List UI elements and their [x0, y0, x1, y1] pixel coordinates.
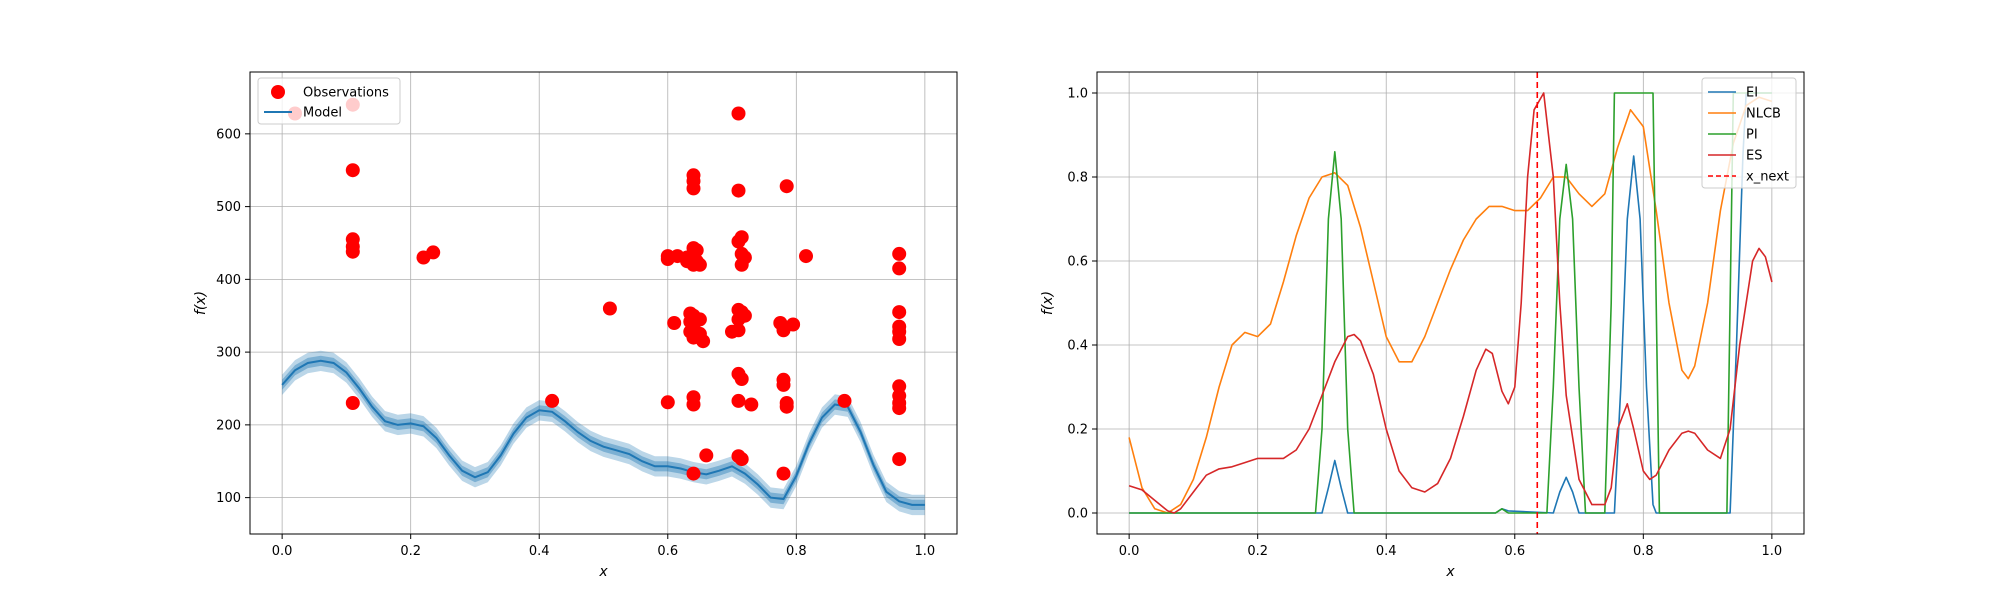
- right-legend-box: [1701, 77, 1797, 189]
- right-legend: EI NLCB PI ES x_next: [1701, 77, 1797, 189]
- observation-point-70: [837, 393, 852, 408]
- observation-point-68: [786, 317, 801, 332]
- left-y-tick-label-3: 400: [216, 273, 241, 288]
- left-observation-points: [288, 97, 907, 481]
- observation-point-51: [734, 230, 749, 245]
- observation-point-55: [734, 372, 749, 386]
- observation-point-64: [776, 466, 791, 481]
- left-legend-box: [257, 77, 401, 125]
- right-x-tick-label-4: 0.8: [1633, 544, 1654, 559]
- series-line-nlcb: [1128, 96, 1773, 514]
- observation-point-71: [892, 246, 907, 261]
- right-y-tick-label-2: 0.4: [1067, 339, 1088, 354]
- left-x-tick-label-3: 0.6: [657, 544, 678, 559]
- right-x-ticks: 0.0 0.2 0.4 0.6 0.8 1.0: [1119, 534, 1782, 559]
- left-x-tick-label-0: 0.0: [272, 544, 293, 559]
- observation-point-10: [602, 301, 617, 316]
- left-y-tick-label-4: 500: [216, 200, 241, 215]
- left-y-tick-label-5: 600: [216, 127, 241, 142]
- observation-point-8: [426, 245, 441, 260]
- right-y-tick-label-1: 0.2: [1067, 423, 1088, 438]
- left-y-tick-label-2: 300: [216, 346, 241, 361]
- right-x-tick-label-0: 0.0: [1119, 544, 1140, 559]
- observation-point-31: [686, 397, 701, 412]
- observation-point-69: [799, 249, 813, 264]
- observation-point-43: [731, 183, 746, 198]
- right-y-tick-label-3: 0.6: [1067, 255, 1088, 270]
- observation-point-5: [345, 244, 360, 259]
- observation-point-58: [737, 308, 752, 323]
- observation-point-2: [345, 163, 360, 178]
- observation-point-32: [686, 466, 701, 481]
- observation-point-23: [686, 181, 701, 196]
- observation-point-6: [345, 396, 360, 410]
- model-band-inner: [282, 355, 925, 510]
- left-y-axis-label: f(x): [193, 291, 209, 315]
- legend-marker-observations: [271, 85, 285, 99]
- right-x-tick-label-2: 0.4: [1376, 544, 1397, 559]
- observation-point-67: [779, 399, 794, 414]
- observation-point-14: [667, 316, 682, 330]
- left-x-tick-label-1: 0.2: [400, 544, 421, 559]
- observation-point-57: [737, 250, 752, 265]
- observation-point-72: [892, 261, 907, 276]
- observation-point-13: [660, 395, 675, 410]
- left-y-ticks: 100 200 300 400 500 600: [216, 127, 250, 506]
- right-y-axis-label: f(x): [1040, 291, 1056, 315]
- observation-point-47: [731, 323, 746, 338]
- right-series-group: [1128, 92, 1773, 514]
- left-x-tick-label-2: 0.4: [529, 544, 550, 559]
- right-axes-frame: [1096, 71, 1805, 535]
- right-x-tick-label-5: 1.0: [1762, 544, 1783, 559]
- right-y-ticks: 0.0 0.2 0.4 0.6 0.8 1.0: [1067, 87, 1097, 522]
- left-grid: [250, 72, 957, 534]
- right-y-tick-label-5: 1.0: [1067, 87, 1088, 102]
- observation-point-36: [692, 257, 707, 272]
- observation-point-65: [779, 179, 794, 194]
- series-line-pi: [1129, 92, 1772, 514]
- left-y-tick-label-0: 100: [216, 491, 241, 506]
- right-x-axis-label: x: [1445, 564, 1455, 580]
- legend-label-pi: PI: [1746, 128, 1758, 143]
- observation-point-59: [744, 397, 759, 412]
- left-x-tick-label-4: 0.8: [786, 544, 807, 559]
- observation-point-33: [689, 243, 704, 258]
- observation-point-81: [892, 452, 907, 467]
- observation-point-56: [734, 452, 749, 467]
- legend-label-nlcb: NLCB: [1746, 107, 1781, 122]
- left-x-ticks: 0.0 0.2 0.4 0.6 0.8 1.0: [272, 534, 935, 559]
- model-band-outer: [282, 350, 925, 516]
- observation-point-9: [545, 393, 560, 408]
- acquisition-functions-chart: 0.0 0.2 0.4 0.6 0.8 1.0 0.00.20.40.60.81.0 x …: [1040, 71, 1805, 580]
- observation-point-37: [692, 312, 707, 327]
- left-legend: Observations Model: [257, 77, 401, 125]
- model-line: [281, 359, 925, 506]
- legend-label-observations: Observations: [303, 86, 389, 101]
- observation-point-42: [731, 106, 746, 121]
- observation-point-40: [699, 448, 714, 463]
- legend-label-x-next: x_next: [1746, 170, 1789, 185]
- left-model-line-group: [281, 359, 925, 506]
- observation-point-80: [892, 401, 907, 416]
- left-axes-frame: [249, 71, 958, 535]
- observation-point-49: [731, 393, 746, 408]
- observation-point-73: [892, 305, 907, 320]
- left-x-tick-label-5: 1.0: [915, 544, 936, 559]
- right-y-tick-label-0: 0.0: [1067, 507, 1088, 522]
- legend-label-model: Model: [303, 106, 342, 121]
- right-x-tick-label-3: 0.6: [1504, 544, 1525, 559]
- series-line-es: [1128, 92, 1773, 514]
- right-x-tick-label-1: 0.2: [1247, 544, 1268, 559]
- legend-label-es: ES: [1746, 149, 1762, 164]
- legend-label-ei: EI: [1746, 86, 1758, 101]
- left-y-tick-label-1: 200: [216, 418, 241, 433]
- observation-point-39: [696, 334, 711, 349]
- left-model-uncertainty-band: [282, 350, 925, 516]
- observation-point-63: [776, 377, 791, 392]
- right-y-tick-label-4: 0.8: [1067, 171, 1088, 186]
- observation-point-76: [892, 332, 907, 346]
- left-x-axis-label: x: [598, 564, 608, 580]
